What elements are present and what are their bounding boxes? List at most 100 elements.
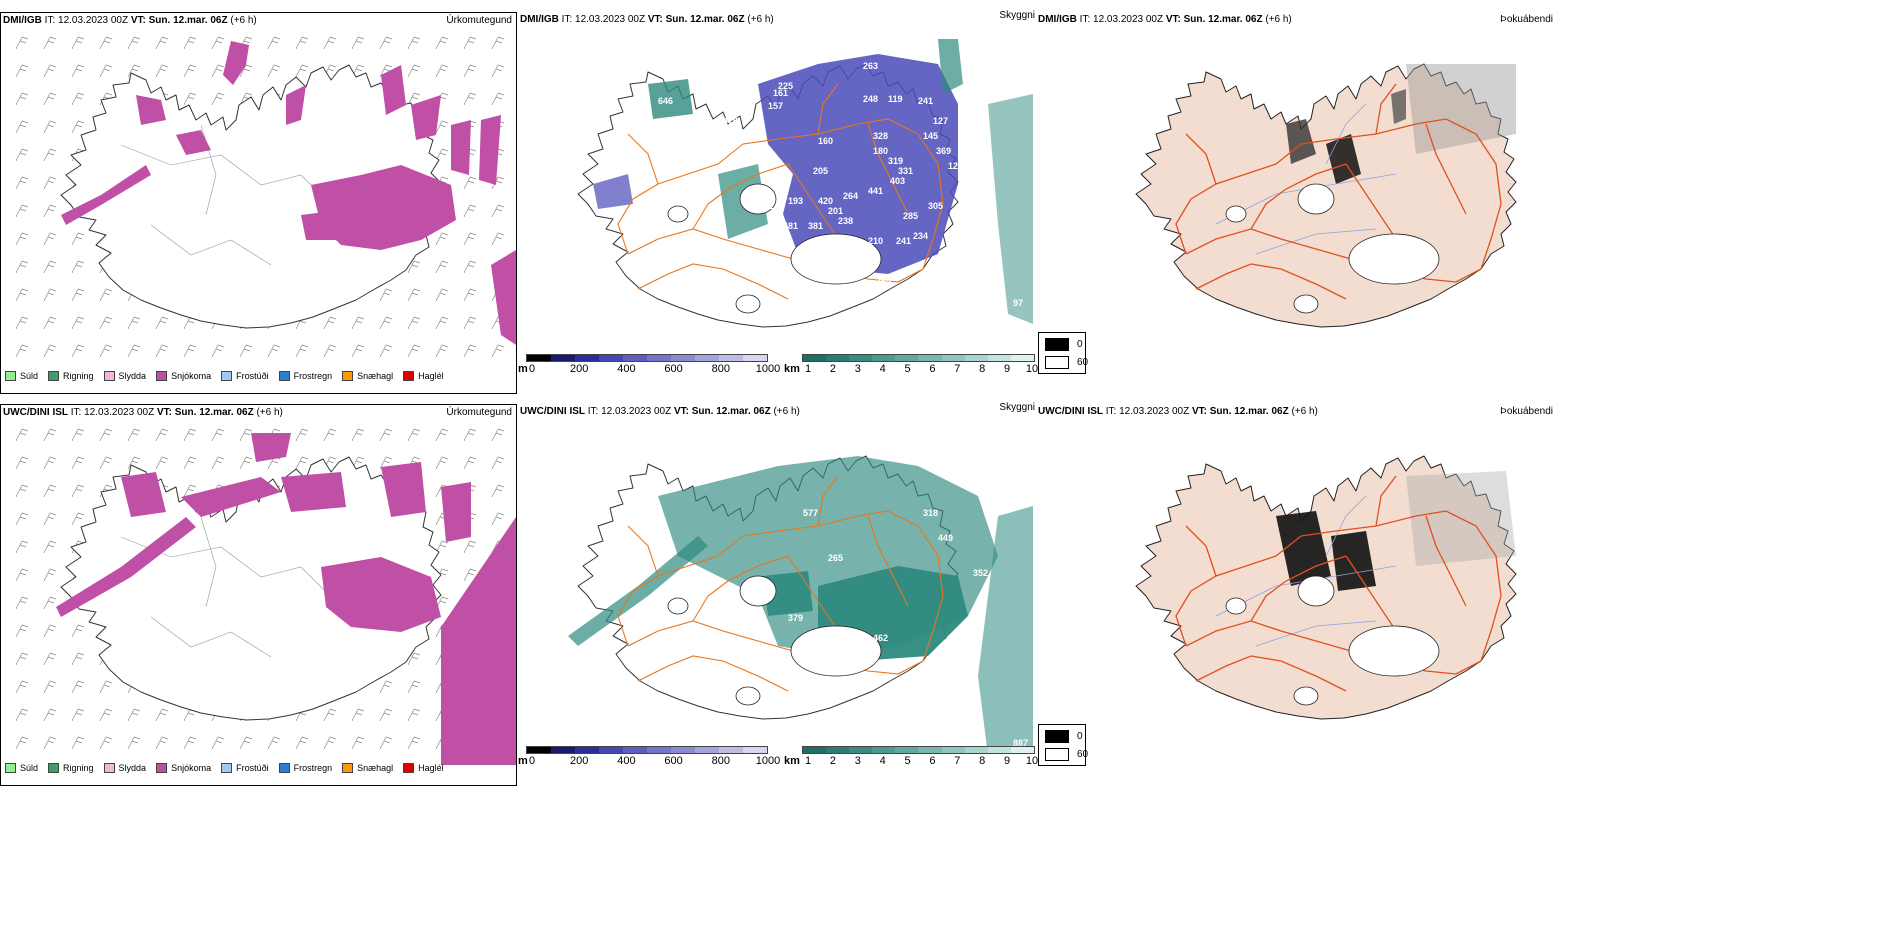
model-name: DMI/IGB — [3, 15, 42, 26]
visibility-value-label: 193 — [788, 196, 803, 206]
legend-label: Slydda — [118, 763, 147, 773]
colorbar-segment — [941, 355, 965, 361]
panel-header: DMI/IGB IT: 12.03.2023 00Z VT: Sun. 12.m… — [3, 13, 257, 29]
model-name: UWC/DINI ISL — [3, 407, 68, 418]
fog-map — [1135, 63, 1517, 328]
it-label: IT: — [1105, 406, 1117, 417]
lead-time: (+6 h) — [256, 407, 283, 418]
visibility-value-label: 123 — [948, 161, 963, 171]
visibility-value-label: 157 — [768, 101, 783, 111]
colorbar-tick: 5 — [904, 755, 911, 767]
cloud-visibility-panel: UWC/DINI ISL IT: 12.03.2023 00Z VT: Sun.… — [518, 402, 1039, 780]
visibility-value-label: 481 — [783, 221, 798, 231]
visibility-value-label: 265 — [828, 553, 843, 563]
visibility-value-label: 369 — [936, 146, 951, 156]
colorbar-segment — [872, 747, 896, 753]
precip-legend-item: Frostúði — [221, 763, 269, 773]
ceiling-unit: m — [518, 755, 528, 767]
lead-time: (+6 h) — [230, 15, 257, 26]
colorbar-segment — [551, 747, 575, 753]
colorbar-segment — [623, 747, 647, 753]
visibility-value-label: 281 — [758, 201, 773, 211]
colorbar-segment — [964, 747, 988, 753]
precip-legend-item: Snjókoma — [156, 371, 211, 381]
visibility-value-label: 319 — [888, 156, 903, 166]
colorbar-tick: 6 — [929, 363, 936, 375]
visibility-value-label: 160 — [818, 136, 833, 146]
precip-legend-item: Haglél — [403, 763, 444, 773]
colorbar-tick: 400 — [617, 755, 636, 767]
colorbar-segment — [671, 747, 695, 753]
legend-label: Súld — [20, 763, 39, 773]
legend-label: Rigning — [63, 371, 94, 381]
vt-label: VT: — [130, 15, 146, 26]
legend-swatch — [342, 763, 354, 773]
fog-legend-row: 0 — [1045, 730, 1083, 743]
colorbar-tick: 0 — [528, 363, 536, 375]
it-value: 12.03.2023 00Z — [575, 14, 646, 25]
colorbar-segment — [895, 747, 919, 753]
colorbar-tick: 800 — [711, 755, 730, 767]
visibility-value-label: 285 — [903, 211, 918, 221]
panel-header: DMI/IGB IT: 12.03.2023 00Z VT: Sun. 12.m… — [1038, 12, 1292, 28]
fog-legend-label: 0 — [1077, 339, 1083, 350]
visibility-value-label: 403 — [890, 176, 905, 186]
vt-value: Sun. 12.mar. 06Z — [1209, 406, 1289, 417]
colorbar-tick: 7 — [954, 363, 961, 375]
colorbar-tick: 9 — [1004, 363, 1011, 375]
visibility-value-label: 225 — [778, 81, 793, 91]
legend-label: Frostúði — [236, 371, 269, 381]
legend-swatch — [48, 371, 60, 381]
colorbar-segment — [1010, 355, 1034, 361]
colorbar-tick: 800 — [711, 363, 730, 375]
precip-legend-item: Frostregn — [278, 763, 332, 773]
legend-label: Haglél — [418, 371, 444, 381]
ceiling-colorbar: m 0 200 400 600 800 1000 — [518, 354, 780, 378]
it-label: IT: — [70, 407, 82, 418]
visibility-value-label: 161 — [773, 88, 788, 98]
visibility-value-label: 420 — [818, 196, 833, 206]
legend-swatch — [278, 763, 290, 773]
colorbar-segment — [918, 355, 942, 361]
visibility-value-label: 646 — [658, 96, 673, 106]
colorbar-segment — [647, 355, 671, 361]
fog-indicator-panel: UWC/DINI ISL IT: 12.03.2023 00Z VT: Sun.… — [1036, 404, 1553, 780]
it-label: IT: — [1079, 14, 1091, 25]
visibility-value-label: 201 — [828, 206, 843, 216]
fog-legend-label: 60 — [1077, 749, 1089, 760]
variable-title: Úrkomutegund — [446, 407, 512, 418]
precip-legend-item: Snæhagl — [342, 763, 393, 773]
legend-label: Snæhagl — [357, 371, 394, 381]
vt-value: Sun. 12.mar. 06Z — [665, 14, 745, 25]
legend-swatch — [103, 763, 115, 773]
colorbar-tick: 8 — [979, 755, 986, 767]
vt-value: Sun. 12.mar. 06Z — [174, 407, 254, 418]
precip-legend-item: Rigning — [48, 371, 94, 381]
colorbar-segment — [599, 747, 623, 753]
legend-label: Slydda — [118, 371, 147, 381]
it-value: 12.03.2023 00Z — [84, 407, 155, 418]
it-label: IT: — [44, 15, 56, 26]
visibility-value-label: 210 — [868, 236, 883, 246]
variable-title: Þokuábendi — [1500, 406, 1553, 417]
visibility-value-label: 127 — [933, 116, 948, 126]
colorbar-segment — [695, 747, 719, 753]
colorbar-tick: 1000 — [755, 755, 781, 767]
visibility-value-label: 264 — [843, 191, 858, 201]
legend-swatch — [103, 371, 115, 381]
ceiling-colorbar: m 0 200 400 600 800 1000 — [518, 746, 780, 770]
colorbar-tick: 400 — [617, 363, 636, 375]
lead-time: (+6 h) — [773, 406, 800, 417]
visibility-value-label: 449 — [938, 533, 953, 543]
visibility-value-label: 97 — [1013, 298, 1023, 308]
visibility-value-label: 234 — [913, 231, 928, 241]
precip-legend-item: Frostúði — [221, 371, 269, 381]
colorbar-segment — [849, 747, 873, 753]
visibility-value-label: 205 — [813, 166, 828, 176]
colorbar-tick: 10 — [1025, 755, 1039, 767]
legend-swatch — [48, 763, 60, 773]
colorbar-tick: 7 — [954, 755, 961, 767]
fog-legend-row: 60 — [1045, 356, 1088, 369]
colorbar-segment — [575, 355, 599, 361]
precip-type-panel: UWC/DINI ISL IT: 12.03.2023 00Z VT: Sun.… — [0, 404, 517, 786]
